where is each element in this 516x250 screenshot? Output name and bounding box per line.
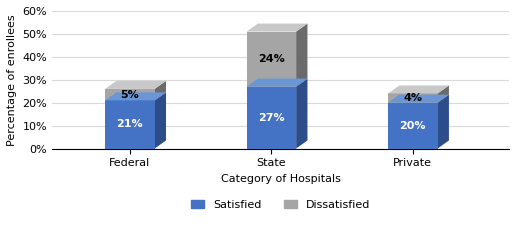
Bar: [388, 94, 438, 103]
Bar: [105, 100, 155, 148]
Bar: [247, 32, 296, 86]
Legend: Satisfied, Dissatisfied: Satisfied, Dissatisfied: [186, 196, 375, 214]
Text: 4%: 4%: [404, 93, 423, 103]
Text: 21%: 21%: [117, 120, 143, 130]
Polygon shape: [438, 95, 449, 148]
Polygon shape: [155, 81, 166, 100]
Polygon shape: [155, 92, 166, 148]
Polygon shape: [105, 92, 166, 100]
Text: 24%: 24%: [258, 54, 285, 64]
Polygon shape: [296, 24, 308, 86]
Bar: [388, 103, 438, 148]
Polygon shape: [388, 86, 449, 94]
Polygon shape: [388, 95, 449, 103]
Bar: [247, 86, 296, 148]
X-axis label: Category of Hospitals: Category of Hospitals: [221, 174, 341, 184]
Text: 5%: 5%: [121, 90, 139, 100]
Polygon shape: [105, 81, 166, 89]
Polygon shape: [296, 78, 308, 148]
Y-axis label: Percentage of enrollees: Percentage of enrollees: [7, 14, 17, 145]
Polygon shape: [438, 86, 449, 103]
Bar: [105, 89, 155, 100]
Polygon shape: [247, 24, 308, 32]
Text: 20%: 20%: [399, 120, 426, 130]
Text: 27%: 27%: [258, 112, 285, 122]
Polygon shape: [247, 78, 308, 86]
